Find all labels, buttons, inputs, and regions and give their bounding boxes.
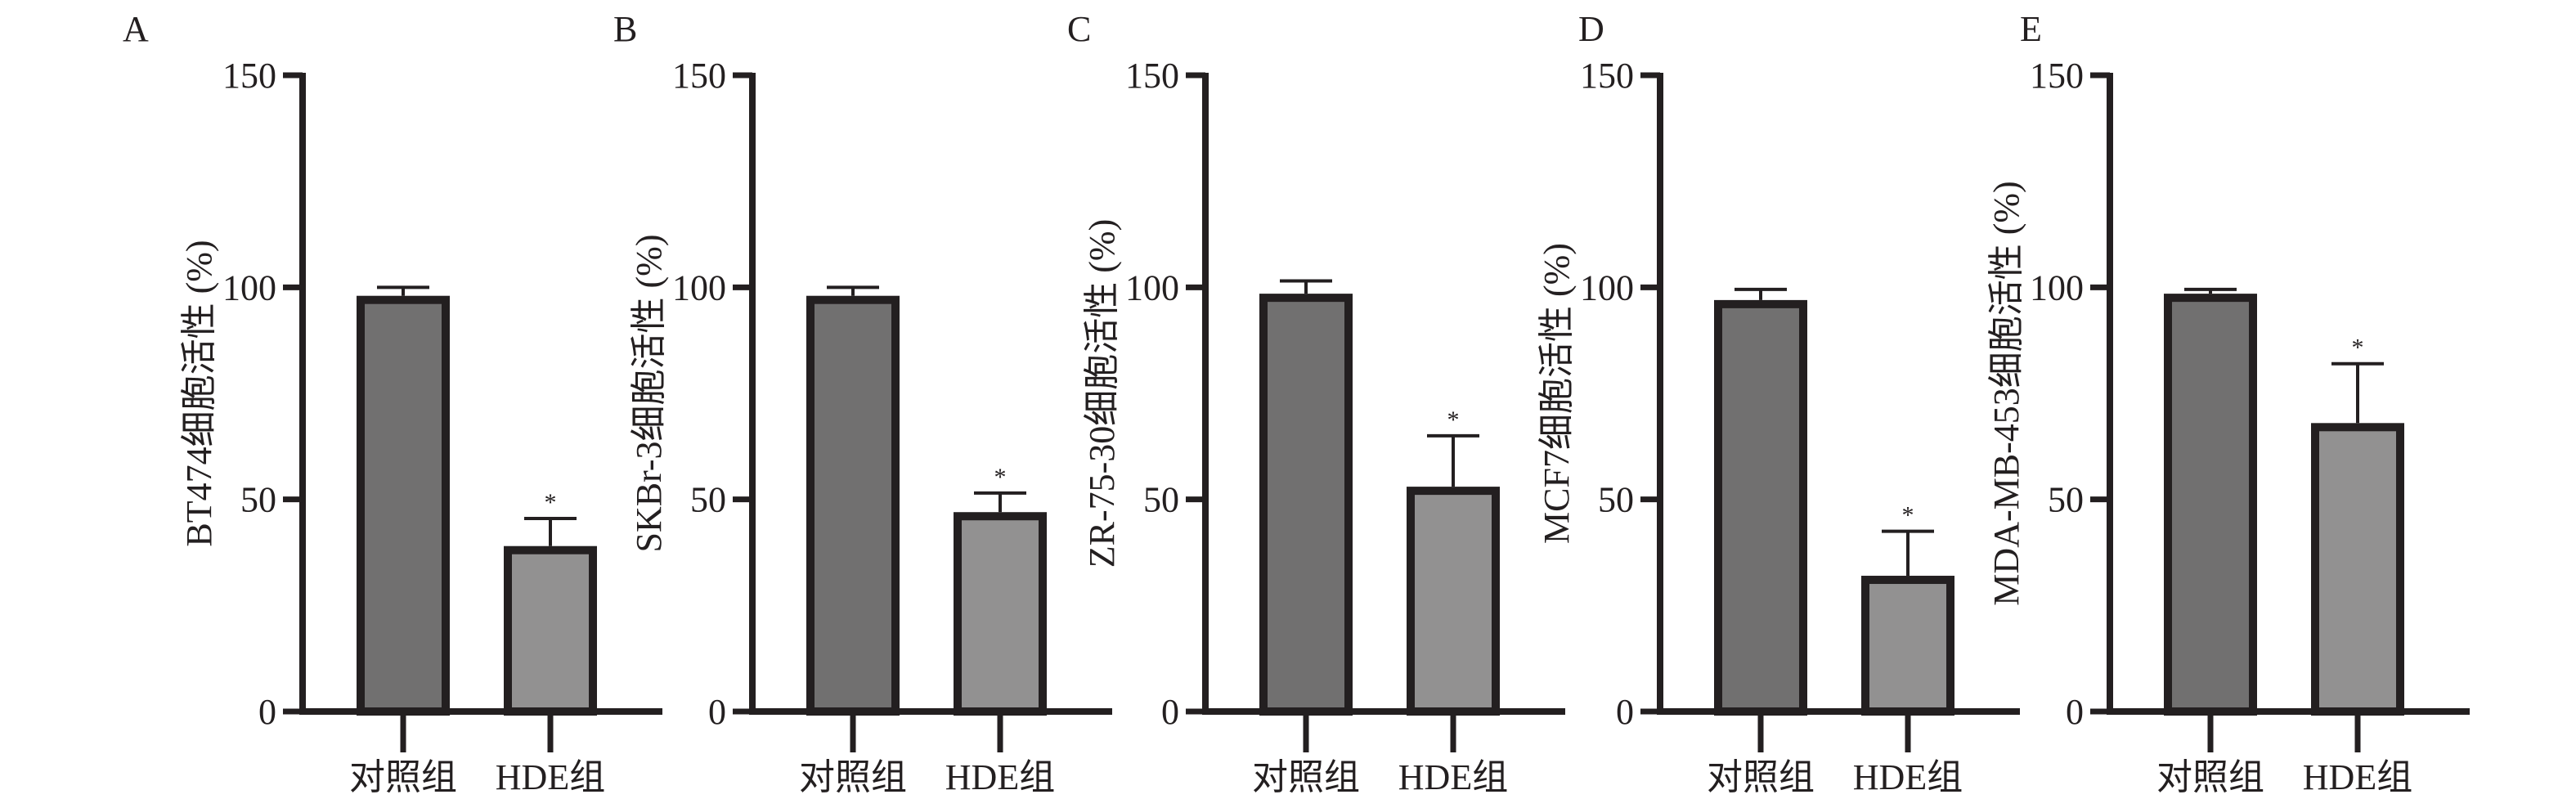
- y-tick-label: 0: [1161, 692, 1179, 732]
- y-tick-label: 150: [1580, 56, 1634, 96]
- x-tick-label: HDE组: [1853, 757, 1963, 797]
- y-tick-label: 0: [1616, 692, 1634, 732]
- y-tick-label: 100: [222, 267, 276, 307]
- y-axis-label: ZR-75-30细胞活性 (%): [1082, 219, 1122, 568]
- x-tick-label: 对照组: [1252, 757, 1360, 797]
- y-axis-label: MCF7细胞活性 (%): [1537, 243, 1577, 544]
- y-tick-label: 150: [222, 56, 276, 96]
- panel-e: E 0 50 100 150 MDA-MB-453细胞活性 (%) 对照组 HDE组 *: [1986, 9, 2470, 797]
- significance-mark: *: [994, 464, 1007, 491]
- y-axis-label: MDA-MB-453细胞活性 (%): [1986, 181, 2026, 605]
- x-tick-label: HDE组: [1398, 757, 1508, 797]
- panel-letter: E: [2020, 9, 2042, 49]
- y-tick-label: 150: [672, 56, 726, 96]
- panel-c: C 0 50 100 150 ZR-75-30细胞活性 (%) 对照组 HDE组 *: [1067, 9, 1565, 797]
- y-tick-label: 100: [1580, 267, 1634, 307]
- bar-hde: [2311, 423, 2404, 716]
- x-tick-label: HDE组: [496, 757, 605, 797]
- significance-mark: *: [1902, 502, 1914, 529]
- y-axis-label: SKBr-3细胞活性 (%): [629, 235, 669, 553]
- bar-control: [806, 295, 900, 716]
- x-tick-label: 对照组: [2156, 757, 2264, 797]
- y-tick-label: 0: [258, 692, 276, 732]
- panel-letter: A: [123, 9, 149, 49]
- bar-hde: [1861, 576, 1954, 716]
- significance-mark: *: [2352, 334, 2364, 361]
- x-tick-label: 对照组: [799, 757, 907, 797]
- x-tick-label: 对照组: [349, 757, 457, 797]
- bar-hde: [954, 512, 1047, 716]
- y-tick-label: 0: [708, 692, 726, 732]
- y-tick-label: 150: [1125, 56, 1179, 96]
- y-tick-label: 150: [2030, 56, 2084, 96]
- x-tick-label: 对照组: [1707, 757, 1815, 797]
- panel-b: B 0 50 100 150 SKBr-3细胞活性 (%) 对照组 HDE组 *: [613, 9, 1112, 797]
- y-tick-label: 100: [1125, 267, 1179, 307]
- x-tick-label: HDE组: [2303, 757, 2412, 797]
- y-tick-label: 0: [2066, 692, 2084, 732]
- y-tick-label: 50: [1143, 480, 1179, 520]
- bar-control: [2164, 294, 2257, 716]
- bar-control: [1259, 294, 1353, 716]
- panel-letter: B: [613, 9, 637, 49]
- panel-letter: C: [1067, 9, 1091, 49]
- significance-mark: *: [1447, 406, 1460, 433]
- y-tick-label: 50: [2048, 480, 2084, 520]
- y-tick-label: 100: [2030, 267, 2084, 307]
- bar-hde: [1407, 487, 1500, 716]
- y-tick-label: 100: [672, 267, 726, 307]
- x-tick-label: HDE组: [945, 757, 1055, 797]
- bar-hde: [504, 545, 597, 716]
- y-tick-label: 50: [1598, 480, 1634, 520]
- y-tick-label: 50: [240, 480, 276, 520]
- y-tick-label: 50: [690, 480, 726, 520]
- y-axis-label: BT474细胞活性 (%): [179, 240, 219, 546]
- panel-d: D 0 50 100 150 MCF7细胞活性 (%) 对照组 HDE组 *: [1537, 9, 2020, 797]
- panel-letter: D: [1578, 9, 1604, 49]
- bar-control: [357, 295, 450, 716]
- significance-mark: *: [545, 489, 557, 516]
- panel-a: A 0 50 100 150 BT474细胞活性 (%) 对照组 HDE组 *: [123, 9, 662, 797]
- bar-control: [1714, 299, 1807, 716]
